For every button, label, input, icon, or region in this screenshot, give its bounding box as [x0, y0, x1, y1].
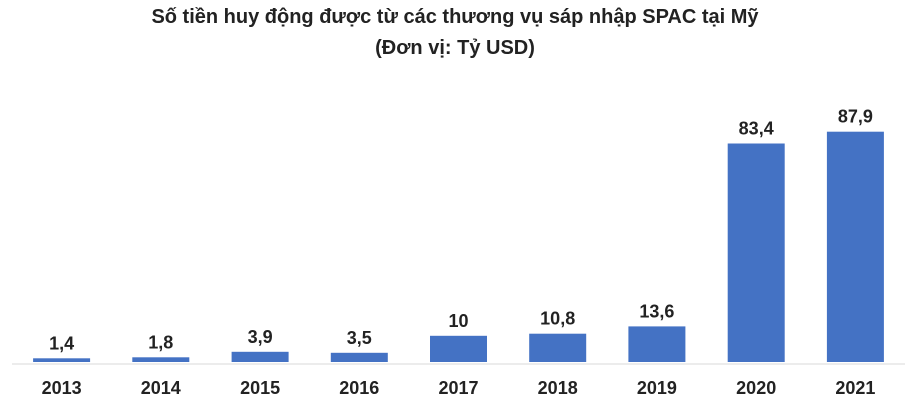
data-label-2016: 3,5	[347, 328, 372, 348]
x-tick-label-2020: 2020	[736, 378, 776, 398]
x-tick-label-2021: 2021	[835, 378, 875, 398]
x-tick-label-2019: 2019	[637, 378, 677, 398]
bar-2015	[231, 351, 289, 362]
x-tick-label-2016: 2016	[339, 378, 379, 398]
data-label-2018: 10,8	[540, 309, 575, 329]
data-label-2021: 87,9	[838, 107, 873, 127]
data-label-2019: 13,6	[639, 301, 674, 321]
bar-2016	[330, 352, 388, 362]
x-tick-label-2013: 2013	[42, 378, 82, 398]
bar-2020	[727, 143, 785, 362]
bar-2017	[430, 335, 487, 362]
bar-2013	[33, 358, 91, 362]
data-label-2017: 10	[448, 311, 468, 331]
bar-2019	[628, 326, 686, 362]
bar-2021	[826, 131, 884, 362]
data-label-2014: 1,8	[148, 332, 173, 352]
bar-2018	[529, 333, 587, 362]
data-label-2013: 1,4	[49, 333, 74, 353]
data-label-2020: 83,4	[739, 119, 774, 139]
x-tick-label-2017: 2017	[438, 378, 478, 398]
x-tick-label-2015: 2015	[240, 378, 280, 398]
data-label-2015: 3,9	[248, 327, 273, 347]
bar-2014	[132, 357, 190, 362]
chart-subtitle: (Đơn vị: Tỷ USD)	[375, 37, 535, 59]
chart-title: Số tiền huy động được từ các thương vụ s…	[151, 6, 759, 28]
x-tick-label-2018: 2018	[538, 378, 578, 398]
x-tick-label-2014: 2014	[141, 378, 181, 398]
